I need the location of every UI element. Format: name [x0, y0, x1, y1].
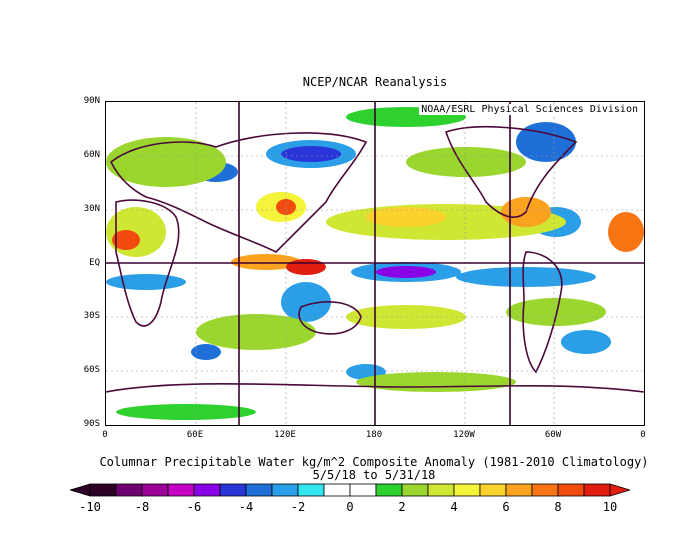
colorbar-label: 10	[602, 500, 618, 514]
x-tick-120e: 120E	[274, 430, 296, 440]
y-tick-60s: 60S	[83, 365, 100, 375]
y-tick-30n: 30N	[83, 204, 100, 214]
colorbar-segment	[245, 483, 273, 497]
colorbar-segment	[167, 483, 195, 497]
caption-dates: 5/5/18 to 5/31/18	[312, 468, 436, 482]
colorbar-segment	[557, 483, 585, 497]
colorbar-segment	[89, 483, 117, 497]
region-box-lines	[106, 102, 644, 425]
map-title: NCEP/NCAR Reanalysis	[302, 75, 448, 89]
x-tick-180: 180	[365, 430, 383, 440]
colorbar-label: 2	[398, 500, 406, 514]
map-canvas	[106, 102, 644, 425]
colorbar-label: -6	[186, 500, 202, 514]
x-tick-0: 0	[102, 430, 108, 440]
colorbar-label: 6	[502, 500, 510, 514]
colorbar-segment	[375, 483, 403, 497]
colorbar-label: -2	[290, 500, 306, 514]
x-tick-60w: 60W	[544, 430, 562, 440]
colorbar-segment	[479, 483, 507, 497]
caption-variable: Columnar Precipitable Water kg/m^2 Compo…	[99, 455, 649, 469]
colorbar-segment	[141, 483, 169, 497]
colorbar-segment	[453, 483, 481, 497]
y-tick-60n: 60N	[83, 150, 100, 160]
colorbar-segment	[219, 483, 247, 497]
colorbar-label: 0	[346, 500, 354, 514]
colorbar-label: 4	[450, 500, 458, 514]
colorbar-segment	[193, 483, 221, 497]
colorbar-segment	[531, 483, 559, 497]
colorbar-segment	[271, 483, 299, 497]
credit-label: NOAA/ESRL Physical Sciences Division	[419, 104, 640, 115]
y-tick-90s: 90S	[83, 419, 100, 429]
coastlines	[106, 126, 644, 393]
y-tick-eq: EQ	[89, 258, 100, 268]
y-tick-90n: 90N	[83, 96, 100, 106]
colorbar-segment	[323, 483, 351, 497]
colorbar-segment	[427, 483, 455, 497]
colorbar-segment	[583, 483, 611, 497]
colorbar	[70, 483, 630, 497]
x-tick-60e: 60E	[186, 430, 204, 440]
colorbar-segment	[297, 483, 325, 497]
colorbar-label: -10	[79, 500, 101, 514]
positive-anomaly-regions	[106, 107, 644, 420]
colorbar-arrow-high	[609, 483, 630, 497]
colorbar-arrow-low	[70, 483, 91, 497]
anomaly-map: NOAA/ESRL Physical Sciences Division	[105, 101, 645, 426]
colorbar-segment	[401, 483, 429, 497]
x-tick-120w: 120W	[453, 430, 475, 440]
colorbar-label: -8	[134, 500, 150, 514]
colorbar-label: 8	[554, 500, 562, 514]
colorbar-segment	[115, 483, 143, 497]
y-tick-30s: 30S	[83, 311, 100, 321]
colorbar-segment	[505, 483, 533, 497]
colorbar-label: -4	[238, 500, 254, 514]
x-tick-0-end: 0	[640, 430, 646, 440]
colorbar-segment	[349, 483, 377, 497]
